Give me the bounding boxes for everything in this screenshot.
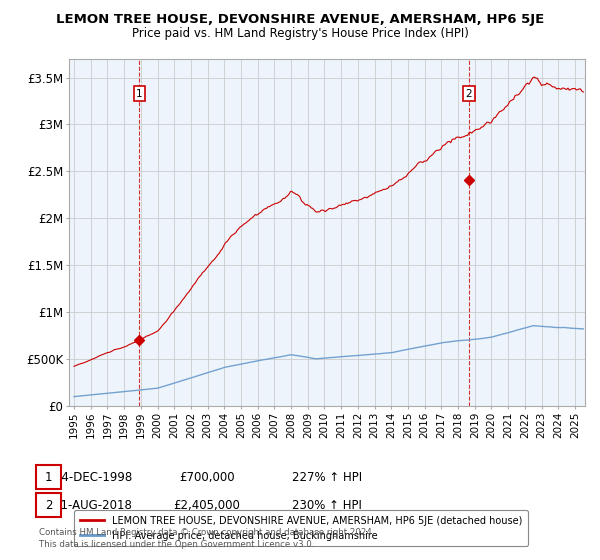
Text: 2: 2 xyxy=(466,88,472,99)
Text: 1: 1 xyxy=(45,470,52,484)
Text: 227% ↑ HPI: 227% ↑ HPI xyxy=(292,470,362,484)
Text: Price paid vs. HM Land Registry's House Price Index (HPI): Price paid vs. HM Land Registry's House … xyxy=(131,27,469,40)
Text: 230% ↑ HPI: 230% ↑ HPI xyxy=(292,498,362,512)
Text: Contains HM Land Registry data © Crown copyright and database right 2024.
This d: Contains HM Land Registry data © Crown c… xyxy=(39,528,374,549)
Legend: LEMON TREE HOUSE, DEVONSHIRE AVENUE, AMERSHAM, HP6 5JE (detached house), HPI: Av: LEMON TREE HOUSE, DEVONSHIRE AVENUE, AME… xyxy=(74,510,528,547)
Text: 04-DEC-1998: 04-DEC-1998 xyxy=(54,470,132,484)
Text: LEMON TREE HOUSE, DEVONSHIRE AVENUE, AMERSHAM, HP6 5JE: LEMON TREE HOUSE, DEVONSHIRE AVENUE, AME… xyxy=(56,13,544,26)
Text: 2: 2 xyxy=(45,498,52,512)
Text: 21-AUG-2018: 21-AUG-2018 xyxy=(53,498,133,512)
Text: £2,405,000: £2,405,000 xyxy=(173,498,241,512)
Text: 1: 1 xyxy=(136,88,143,99)
Text: £700,000: £700,000 xyxy=(179,470,235,484)
